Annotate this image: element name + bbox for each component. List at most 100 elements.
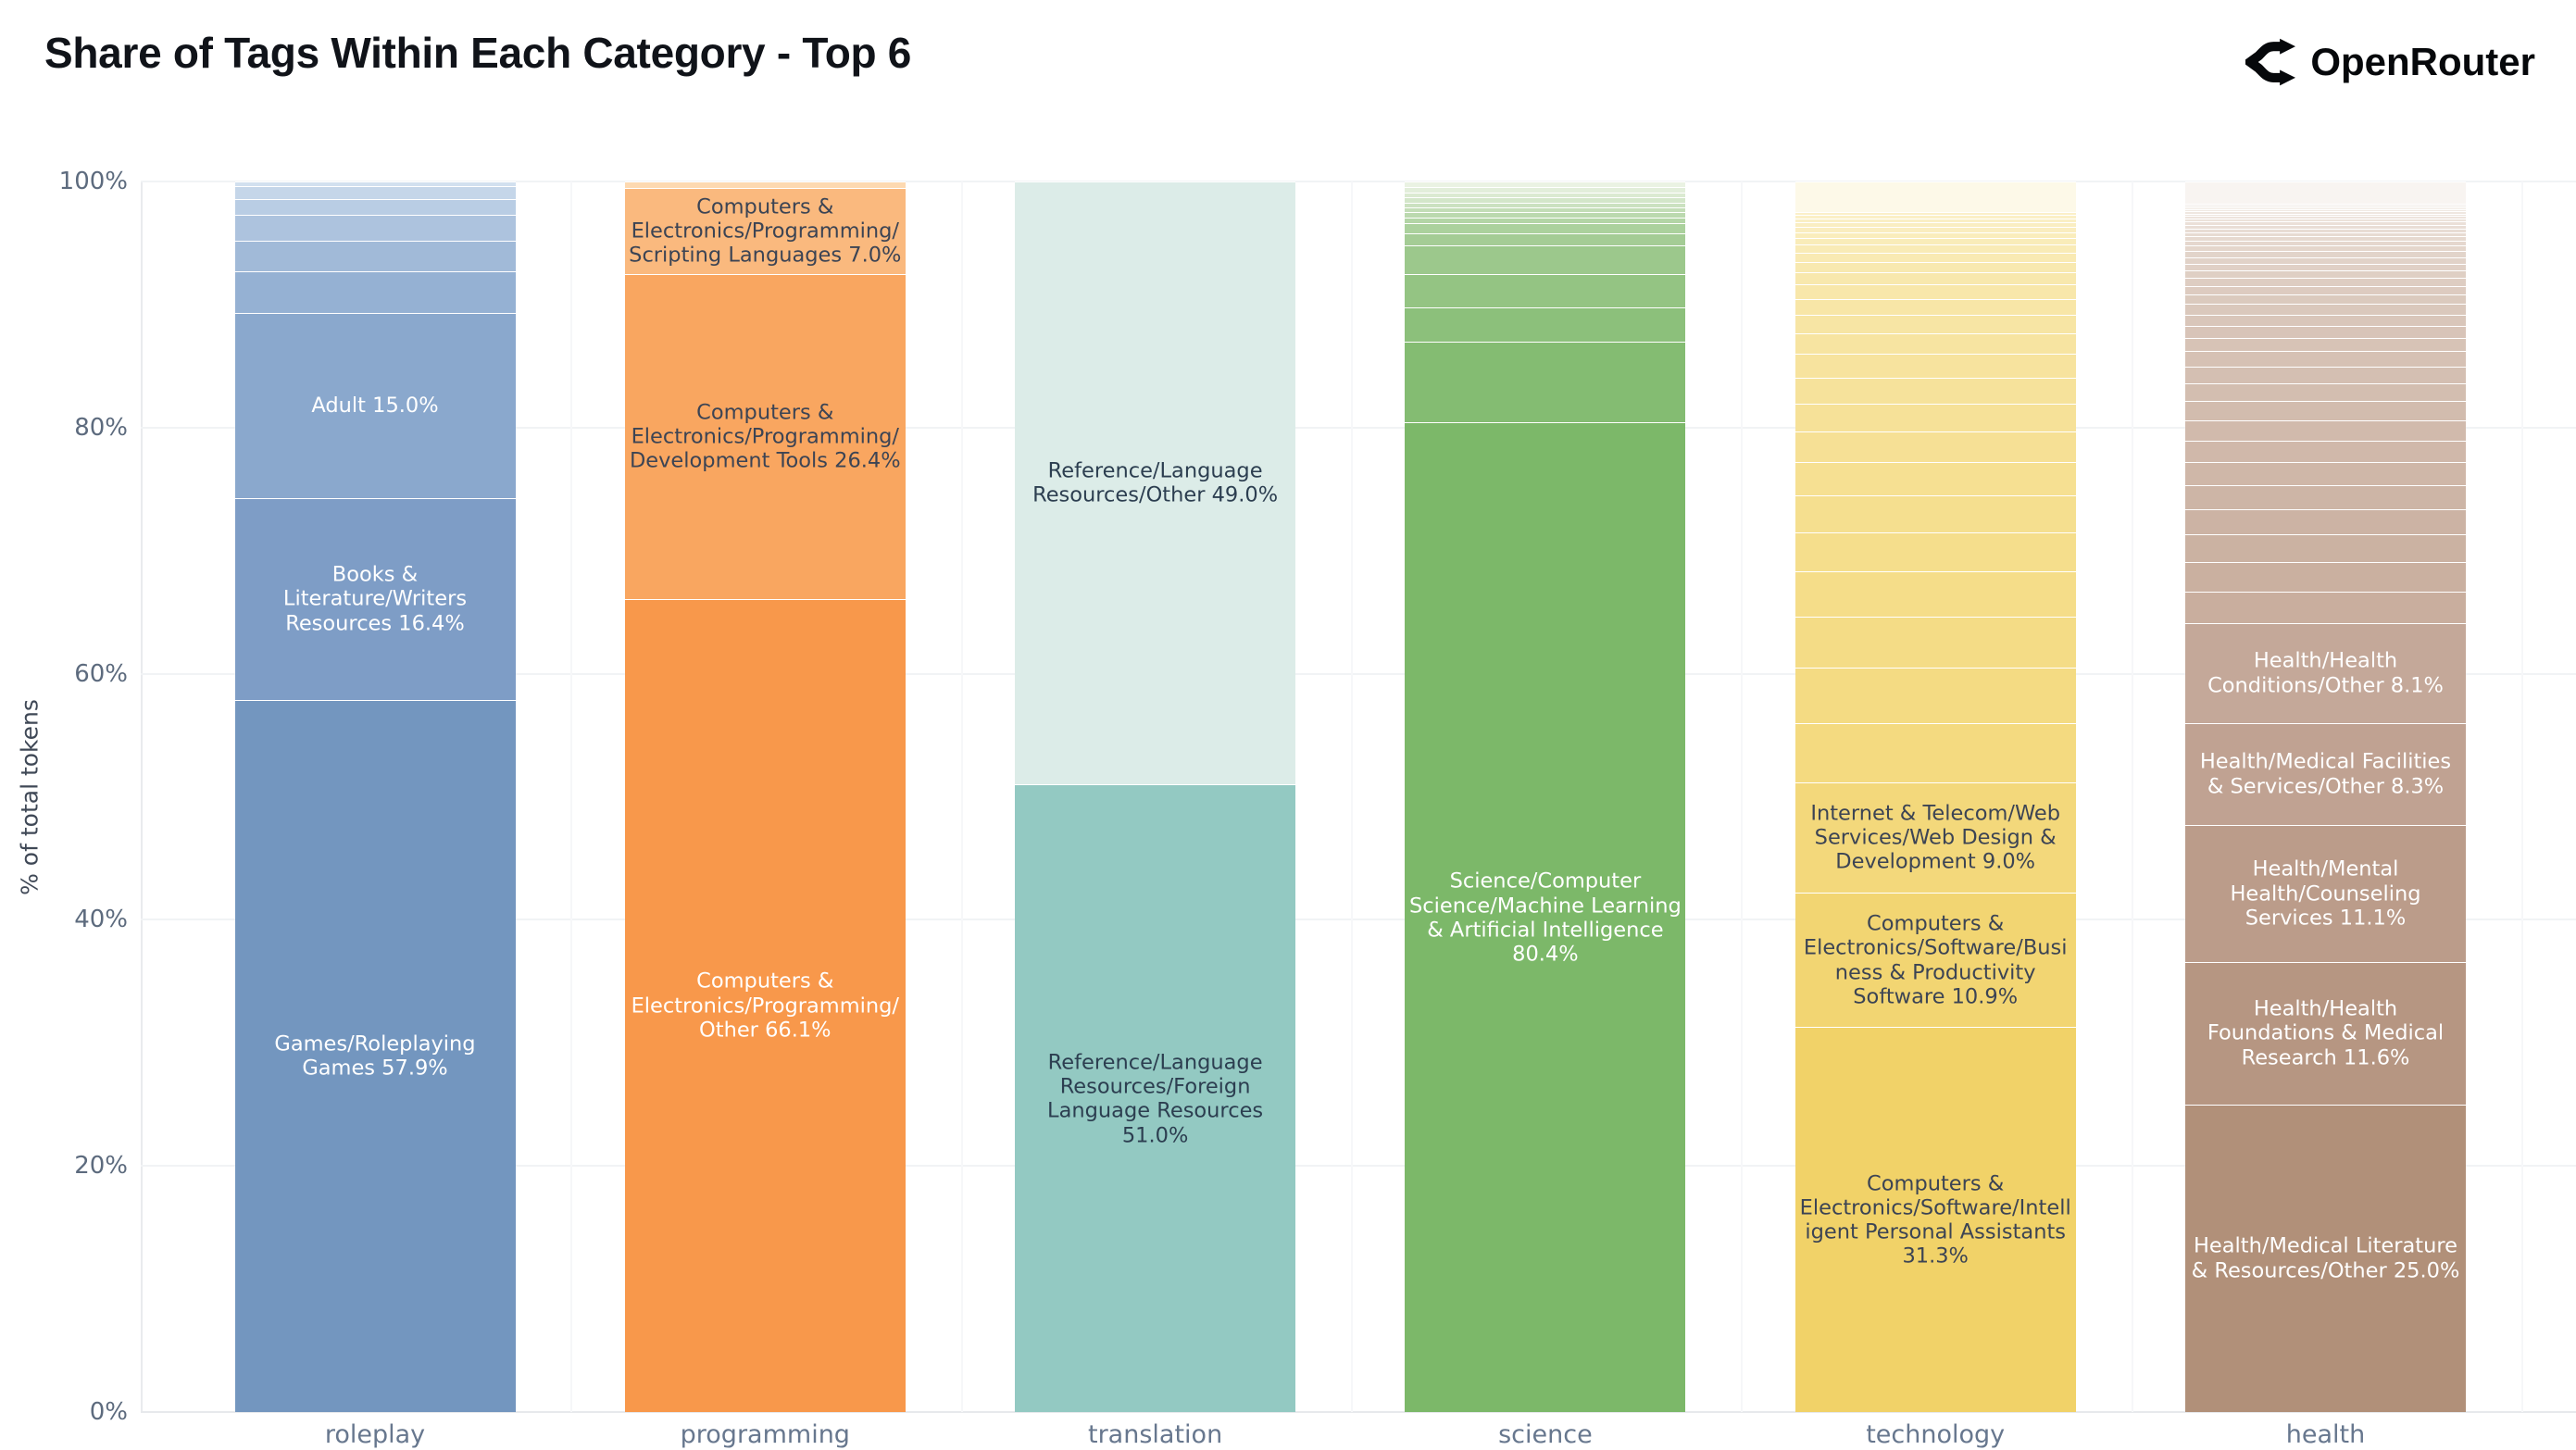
bar-segment-minor[interactable] (2185, 401, 2466, 420)
bar-segment-minor[interactable] (1794, 495, 2076, 532)
bar-segment-minor[interactable] (1794, 314, 2076, 333)
bar-segment[interactable]: Science/Computer Science/Machine Learnin… (1405, 422, 1686, 1412)
bar-segment-minor[interactable] (2185, 213, 2466, 217)
bar-segment-minor[interactable] (2185, 181, 2466, 204)
bar-segment-minor[interactable] (1405, 192, 1686, 198)
bar-segment[interactable]: Computers & Electronics/Programming/Deve… (624, 273, 906, 599)
bar-segment-minor[interactable] (2185, 224, 2466, 229)
bar-segment-minor[interactable] (1794, 222, 2076, 227)
bar-segment-minor[interactable] (1405, 197, 1686, 203)
bar-segment-minor[interactable] (2185, 382, 2466, 402)
bar-segment-minor[interactable] (1794, 332, 2076, 355)
bar-segment-minor[interactable] (1794, 722, 2076, 782)
bar-segment-minor[interactable] (1405, 212, 1686, 219)
bar-segment[interactable]: Internet & Telecom/Web Services/Web Desi… (1794, 781, 2076, 894)
bar-segment-minor[interactable] (234, 181, 516, 187)
bar-segment[interactable]: Computers & Electronics/Software/Intelli… (1794, 1027, 2076, 1412)
bar-segment-minor[interactable] (1794, 226, 2076, 232)
bar-segment[interactable]: Computers & Electronics/Programming/Othe… (624, 598, 906, 1412)
bar-segment-minor[interactable] (1405, 206, 1686, 213)
bar-segment-minor[interactable] (234, 271, 516, 314)
bar-segment-minor[interactable] (1405, 181, 1686, 187)
bar-segment-minor[interactable] (2185, 484, 2466, 509)
bar-segment[interactable]: Health/Health Conditions/Other 8.1% (2185, 623, 2466, 723)
bar-segment-minor[interactable] (1405, 202, 1686, 207)
bar-segment[interactable]: Reference/Language Resources/Other 49.0% (1015, 181, 1296, 785)
bar-segment-minor[interactable] (1794, 212, 2076, 216)
bar-segment[interactable]: Health/Mental Health/Counseling Services… (2185, 825, 2466, 962)
bar-segment-minor[interactable] (1794, 462, 2076, 496)
bar-segment-minor[interactable] (234, 240, 516, 272)
bar-segment-minor[interactable] (1794, 252, 2076, 262)
bar-segment[interactable]: Health/Health Foundations & Medical Rese… (2185, 961, 2466, 1105)
bar-segment-minor[interactable] (2185, 592, 2466, 624)
bar-segment-minor[interactable] (1794, 237, 2076, 245)
bar-segment-minor[interactable] (1405, 245, 1686, 274)
bar-segment-minor[interactable] (1405, 273, 1686, 307)
bar-segment-minor[interactable] (624, 181, 906, 188)
bar-segment-minor[interactable] (2185, 367, 2466, 383)
bar-segment-minor[interactable] (1405, 341, 1686, 423)
bar-segment-minor[interactable] (2185, 277, 2466, 286)
bar-segment-minor[interactable] (2185, 208, 2466, 212)
bar-segment-minor[interactable] (1794, 261, 2076, 273)
bar-segment-minor[interactable] (2185, 221, 2466, 225)
bar-segment-minor[interactable] (2185, 231, 2466, 237)
bar-segment-minor[interactable] (1405, 306, 1686, 342)
bar-segment-minor[interactable] (1794, 354, 2076, 378)
bar-segment-minor[interactable] (2185, 303, 2466, 315)
bar-segment-minor[interactable] (1405, 218, 1686, 224)
openrouter-brand[interactable]: OpenRouter (2245, 37, 2535, 87)
bar-segment-minor[interactable] (2185, 562, 2466, 593)
bar-segment-minor[interactable] (2185, 508, 2466, 535)
bar-segment-minor[interactable] (2185, 263, 2466, 270)
bar-segment[interactable]: Computers & Electronics/Programming/Scri… (624, 187, 906, 274)
bar-segment-minor[interactable] (2185, 338, 2466, 352)
bar-segment-minor[interactable] (1794, 571, 2076, 618)
bar-segment-minor[interactable] (1794, 298, 2076, 315)
bar-segment[interactable]: Computers & Electronics/Software/Busines… (1794, 893, 2076, 1028)
bar-segment-minor[interactable] (2185, 211, 2466, 214)
bar-segment[interactable]: Reference/Language Resources/Foreign Lan… (1015, 784, 1296, 1412)
bar-segment-minor[interactable] (1405, 187, 1686, 193)
bar-segment-minor[interactable] (234, 186, 516, 199)
bar-segment-minor[interactable] (1794, 403, 2076, 432)
bar-segment-minor[interactable] (2185, 326, 2466, 339)
bar-segment-minor[interactable] (2185, 462, 2466, 485)
bar-segment-minor[interactable] (2185, 294, 2466, 304)
bar-segment-minor[interactable] (2185, 251, 2466, 257)
bar-segment-minor[interactable] (2185, 245, 2466, 252)
bar-segment-minor[interactable] (2185, 206, 2466, 209)
bar-segment-minor[interactable] (2185, 219, 2466, 222)
bar-segment-minor[interactable] (1794, 244, 2076, 253)
bar-segment[interactable]: Health/Medical Facilities & Services/Oth… (2185, 722, 2466, 826)
bar-segment-minor[interactable] (2185, 351, 2466, 368)
bar-segment-minor[interactable] (1794, 181, 2076, 213)
bar-segment-minor[interactable] (2185, 534, 2466, 563)
bar-segment-minor[interactable] (2185, 269, 2466, 278)
bar-segment[interactable]: Books & Literature/Writers Resources 16.… (234, 497, 516, 700)
bar-segment-minor[interactable] (2185, 241, 2466, 246)
bar-segment-minor[interactable] (2185, 419, 2466, 441)
bar-segment-minor[interactable] (1794, 617, 2076, 668)
bar-segment[interactable]: Health/Medical Literature & Resources/Ot… (2185, 1104, 2466, 1412)
bar-segment-minor[interactable] (2185, 205, 2466, 207)
bar-segment-minor[interactable] (1405, 232, 1686, 246)
bar-segment-minor[interactable] (1794, 215, 2076, 219)
bar-segment-minor[interactable] (1794, 531, 2076, 572)
bar-segment-minor[interactable] (1405, 223, 1686, 233)
bar-segment-minor[interactable] (1794, 219, 2076, 223)
bar-segment-minor[interactable] (1794, 667, 2076, 723)
bar-segment-minor[interactable] (2185, 228, 2466, 232)
bar-segment-minor[interactable] (2185, 285, 2466, 294)
bar-segment-minor[interactable] (1794, 231, 2076, 238)
bar-segment-minor[interactable] (1794, 272, 2076, 285)
bar-segment-minor[interactable] (2185, 440, 2466, 463)
bar-segment-minor[interactable] (2185, 216, 2466, 219)
bar-segment[interactable]: Games/Roleplaying Games 57.9% (234, 699, 516, 1412)
bar-segment-minor[interactable] (1794, 284, 2076, 299)
bar-segment-minor[interactable] (2185, 256, 2466, 264)
bar-segment-minor[interactable] (2185, 203, 2466, 206)
bar-segment-minor[interactable] (234, 198, 516, 215)
bar-segment-minor[interactable] (234, 214, 516, 241)
